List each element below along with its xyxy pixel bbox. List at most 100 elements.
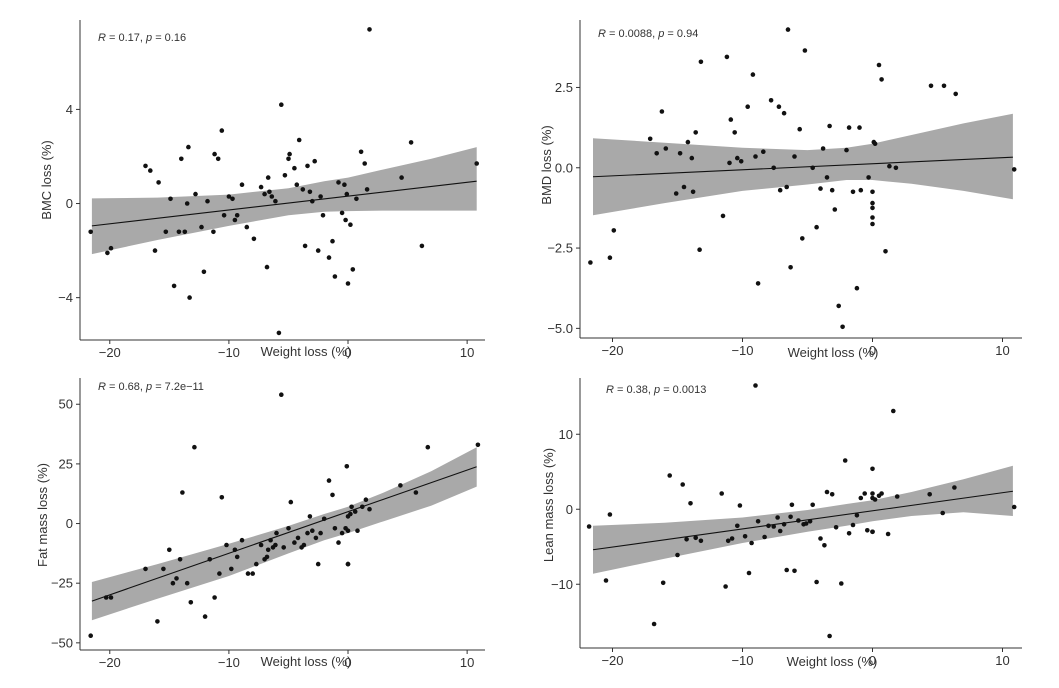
- data-point: [315, 561, 321, 567]
- data-point: [474, 161, 480, 166]
- x-tick-label: −20: [601, 343, 623, 358]
- data-point: [785, 27, 791, 32]
- data-point: [586, 524, 592, 529]
- x-tick-label: 0: [344, 345, 351, 360]
- data-point: [870, 221, 875, 227]
- data-point: [244, 224, 250, 230]
- data-point: [155, 619, 160, 624]
- data-point: [777, 528, 783, 534]
- data-point: [307, 514, 313, 519]
- data-point: [771, 524, 776, 529]
- y-tick-label: 0: [66, 196, 73, 211]
- data-point: [342, 182, 347, 187]
- x-tick-label: −20: [99, 655, 121, 670]
- data-point: [286, 156, 291, 162]
- annotation-p-label: p: [145, 381, 152, 393]
- data-point: [281, 545, 287, 550]
- y-tick-label: 0: [66, 516, 73, 531]
- data-point: [654, 151, 659, 156]
- data-point: [305, 530, 310, 536]
- data-point: [269, 194, 275, 199]
- data-point: [268, 537, 273, 543]
- data-point: [857, 125, 862, 130]
- data-point: [305, 163, 310, 169]
- data-point: [312, 158, 318, 164]
- data-point: [288, 499, 294, 505]
- y-tick-label: 4: [66, 102, 73, 117]
- data-point: [746, 570, 752, 576]
- data-point: [858, 187, 864, 193]
- annotation-r-label: R: [98, 32, 106, 44]
- data-point: [352, 509, 358, 514]
- data-point: [872, 497, 878, 502]
- data-point: [413, 490, 419, 495]
- data-point: [755, 519, 761, 524]
- data-point: [212, 151, 217, 157]
- data-point: [879, 491, 884, 496]
- data-point: [827, 633, 832, 639]
- data-point: [230, 196, 235, 202]
- data-point: [883, 249, 888, 254]
- data-point: [814, 579, 819, 585]
- data-point: [211, 229, 216, 235]
- panel-fat-mass: −20 −10 0 10 −50 −25 0 25 50 R = 0.68, p = 7.2e−…: [35, 378, 485, 670]
- data-point: [777, 187, 783, 193]
- confidence-band: [593, 465, 1013, 574]
- data-point: [343, 217, 348, 223]
- data-point: [177, 557, 183, 562]
- data-point: [781, 110, 787, 116]
- data-point: [258, 184, 264, 190]
- data-point: [814, 224, 819, 230]
- data-point: [698, 538, 704, 544]
- y-tick-label: −4: [58, 290, 73, 305]
- data-point: [891, 408, 896, 414]
- data-point: [800, 236, 805, 241]
- y-tick-label: −2.5: [547, 241, 573, 256]
- data-point: [250, 571, 255, 576]
- data-point: [784, 184, 789, 190]
- data-point: [732, 130, 737, 135]
- annotation-p-label: p: [657, 28, 664, 40]
- data-point: [753, 154, 758, 159]
- data-point: [802, 48, 808, 53]
- data-point: [789, 502, 795, 508]
- annotation-r-label: R: [98, 381, 106, 393]
- data-point: [697, 247, 702, 252]
- data-point: [310, 198, 315, 204]
- data-point: [425, 444, 431, 450]
- data-point: [872, 141, 878, 146]
- data-point: [775, 515, 780, 520]
- data-point: [307, 189, 313, 195]
- data-point: [170, 580, 176, 586]
- data-point: [660, 580, 666, 586]
- annotation-lean-mass: R = 0.38, p = 0.0013: [606, 384, 706, 396]
- data-point: [273, 198, 278, 204]
- data-point: [952, 485, 957, 490]
- data-point: [762, 534, 767, 540]
- data-point: [688, 501, 693, 506]
- regression-line: [592, 156, 1013, 178]
- data-point: [239, 537, 245, 543]
- data-point: [355, 528, 360, 533]
- data-point: [274, 530, 279, 536]
- data-point: [354, 196, 359, 202]
- data-point: [345, 281, 351, 286]
- data-point: [348, 222, 353, 227]
- data-point: [810, 502, 815, 508]
- data-point: [184, 580, 190, 586]
- data-point: [295, 535, 301, 541]
- data-point: [143, 566, 148, 572]
- x-tick-label: 0: [869, 653, 876, 668]
- data-point: [326, 255, 332, 260]
- data-point: [771, 165, 776, 171]
- data-point: [358, 149, 364, 155]
- data-point: [264, 554, 270, 560]
- data-point: [294, 182, 300, 187]
- data-point: [827, 123, 832, 129]
- data-point: [829, 492, 835, 497]
- data-point: [221, 213, 227, 218]
- data-point: [292, 165, 297, 171]
- data-point: [750, 72, 756, 77]
- x-axis-title-bmd: Weight loss (%): [788, 345, 879, 360]
